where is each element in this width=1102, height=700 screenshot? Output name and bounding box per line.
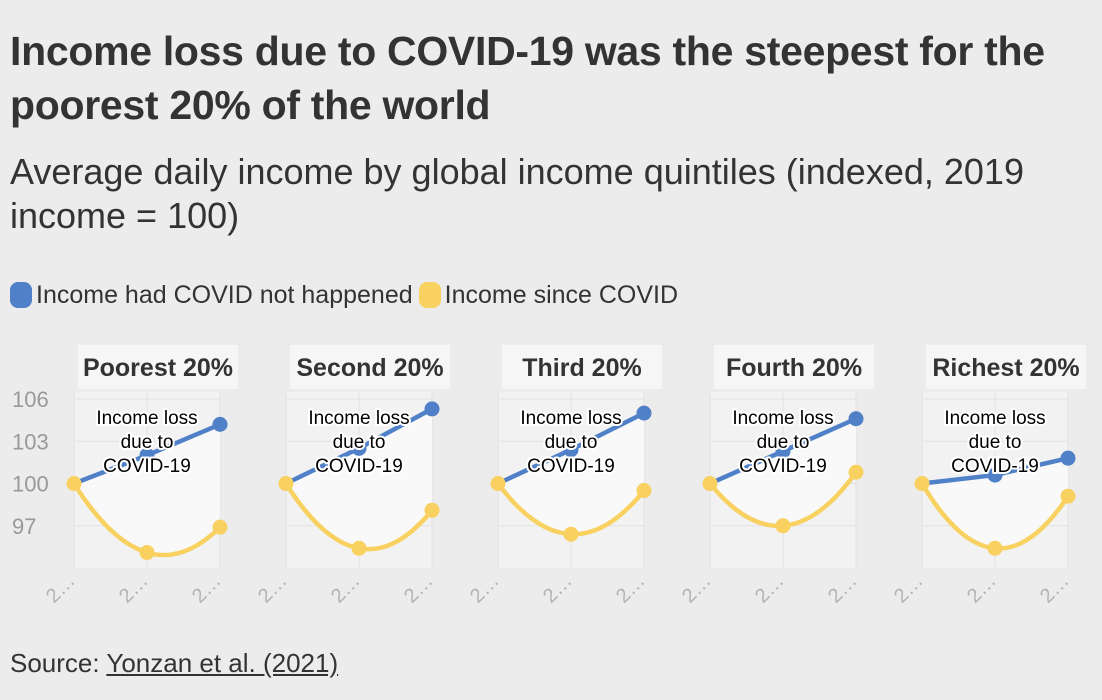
chart-area: 97 100 103 106 Poorest 20% 2… 2… 2… Income loss d…: [12, 345, 1086, 608]
panel-title-band: [714, 345, 874, 389]
x-tick-label: 2…: [466, 570, 504, 608]
point-counterfactual: [848, 411, 864, 427]
legend-label-counterfactual: Income had COVID not happened: [36, 280, 413, 309]
point-counterfactual: [1060, 450, 1076, 466]
legend-item-counterfactual[interactable]: Income had COVID not happened: [10, 281, 413, 310]
legend-item-actual[interactable]: Income since COVID: [418, 280, 679, 310]
panel-5: Richest 20% 2… 2… 2…: [890, 345, 1086, 608]
point-counterfactual: [139, 447, 155, 463]
point-actual: [490, 476, 506, 492]
annotation-label: Income loss due to COVID-19: [520, 408, 621, 477]
x-tick-label: 2…: [963, 570, 1001, 608]
legend: Income had COVID not happened Income sin…: [10, 280, 678, 310]
legend-label-actual: Income since COVID: [444, 280, 679, 309]
point-counterfactual: [636, 405, 652, 421]
point-actual: [848, 464, 864, 480]
y-tick-label: 103: [12, 429, 49, 454]
panel-4: Fourth 20% 2… 2… 2…: [678, 345, 874, 608]
chart-subtitle: Average daily income by global income qu…: [10, 151, 1024, 236]
panel-title-band: [502, 345, 662, 389]
point-actual: [563, 526, 579, 542]
chart-title: Income loss due to COVID-19 was the stee…: [10, 28, 1045, 128]
point-counterfactual: [775, 443, 791, 459]
panel-title: Richest 20%: [932, 354, 1079, 382]
panel-title-band: [290, 345, 450, 389]
panel-title-band: [78, 345, 238, 389]
point-actual: [775, 518, 791, 534]
panel-title: Second 20%: [296, 354, 443, 382]
point-actual: [424, 502, 440, 518]
point-actual: [66, 476, 82, 492]
source-link[interactable]: Yonzan et al. (2021): [106, 648, 339, 678]
y-tick-label: 100: [12, 472, 49, 497]
point-counterfactual: [987, 467, 1003, 483]
x-tick-label: 2…: [188, 570, 226, 608]
source-note: Source: Yonzan et al. (2021): [10, 648, 338, 679]
x-tick-label: 2…: [751, 570, 789, 608]
income-gap-area: [74, 424, 220, 556]
x-tick-label: 2…: [42, 570, 80, 608]
legend-swatch-yellow: [418, 282, 441, 308]
panel-title-band: [926, 345, 1086, 389]
legend-swatch-blue: [10, 282, 32, 308]
point-counterfactual: [212, 416, 228, 432]
y-tick-label: 97: [12, 514, 36, 539]
annotation-label: Income loss due to COVID-19: [308, 408, 409, 477]
source-prefix: Source:: [10, 648, 107, 678]
point-actual: [636, 483, 652, 499]
point-actual: [212, 519, 228, 535]
x-tick-label: 2…: [890, 570, 928, 608]
point-actual: [139, 545, 155, 561]
y-tick-label: 106: [12, 387, 49, 412]
x-tick-label: 2…: [678, 570, 716, 608]
income-gap-area: [286, 408, 432, 550]
income-gap-area: [498, 413, 644, 535]
x-tick-label: 2…: [254, 570, 292, 608]
point-counterfactual: [563, 442, 579, 458]
x-tick-label: 2…: [824, 570, 862, 608]
annotation-label: Income loss due to COVID-19: [732, 408, 833, 477]
panel-title: Fourth 20%: [726, 354, 862, 382]
panel-title: Poorest 20%: [83, 354, 233, 382]
panel-title: Third 20%: [522, 354, 641, 382]
point-actual: [702, 476, 718, 492]
annotation-label: Income loss due to COVID-19: [944, 408, 1045, 477]
point-actual: [278, 476, 294, 492]
point-counterfactual: [351, 440, 367, 456]
x-tick-label: 2…: [327, 570, 365, 608]
x-tick-label: 2…: [612, 570, 650, 608]
x-tick-label: 2…: [539, 570, 577, 608]
annotation-label: Income loss due to COVID-19: [96, 408, 197, 477]
x-tick-label: 2…: [400, 570, 438, 608]
x-tick-label: 2…: [115, 570, 153, 608]
point-actual: [987, 540, 1003, 556]
panel-1: Poorest 20% 2… 2… 2…: [42, 345, 238, 608]
income-gap-area: [710, 418, 856, 526]
point-counterfactual: [424, 401, 440, 417]
point-actual: [351, 540, 367, 556]
point-actual: [914, 476, 930, 492]
point-actual: [1060, 488, 1076, 504]
x-tick-label: 2…: [1036, 570, 1074, 608]
